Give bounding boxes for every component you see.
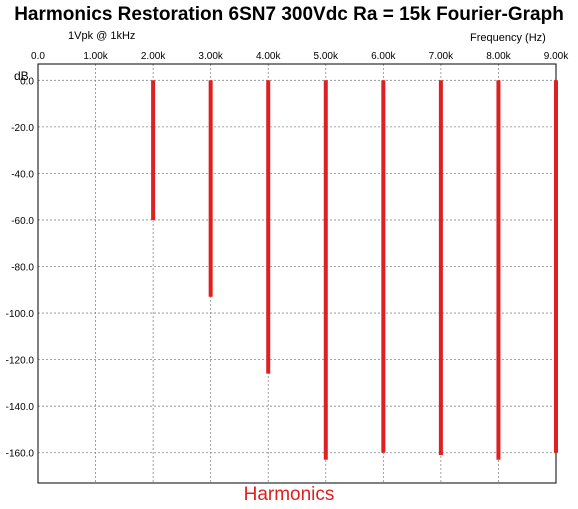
harmonic-bar	[208, 80, 213, 297]
harmonic-bar	[151, 80, 156, 220]
harmonic-bar	[266, 80, 271, 374]
y-tick-label: -120.0	[6, 356, 35, 367]
x-axis-label: Frequency (Hz)	[470, 32, 546, 44]
harmonic-bar	[438, 80, 443, 456]
x-tick-label: 5.00k	[314, 51, 339, 62]
harmonic-bar	[496, 80, 501, 460]
x-tick-label: 2.00k	[141, 51, 166, 62]
y-tick-label: -100.0	[6, 309, 35, 320]
harmonic-bar	[554, 80, 558, 453]
x-tick-label: 6.00k	[371, 51, 396, 62]
x-tick-label: 8.00k	[486, 51, 511, 62]
y-tick-label: -80.0	[11, 263, 34, 274]
y-tick-label: -40.0	[11, 169, 34, 180]
harmonic-bar	[323, 80, 328, 460]
x-tick-label: 1.00k	[83, 51, 108, 62]
x-axis-title: Harmonics	[243, 484, 335, 505]
y-tick-label: -140.0	[6, 402, 35, 413]
x-tick-label: 7.00k	[429, 51, 454, 62]
chart-subtitle: 1Vpk @ 1kHz	[68, 30, 136, 42]
y-tick-label: -160.0	[6, 449, 35, 460]
y-tick-label: -60.0	[11, 216, 34, 227]
chart-title: Harmonics Restoration 6SN7 300Vdc Ra = 1…	[14, 4, 564, 25]
x-tick-label: 9.00k	[544, 51, 569, 62]
x-tick-label: 3.00k	[198, 51, 223, 62]
x-tick-label: 4.00k	[256, 51, 281, 62]
x-tick-label: 0.0	[31, 51, 45, 62]
y-tick-label: 0.0	[20, 76, 34, 87]
y-tick-label: -20.0	[11, 123, 34, 134]
harmonic-bar	[381, 80, 386, 453]
y-axis-label: dB	[14, 69, 29, 83]
